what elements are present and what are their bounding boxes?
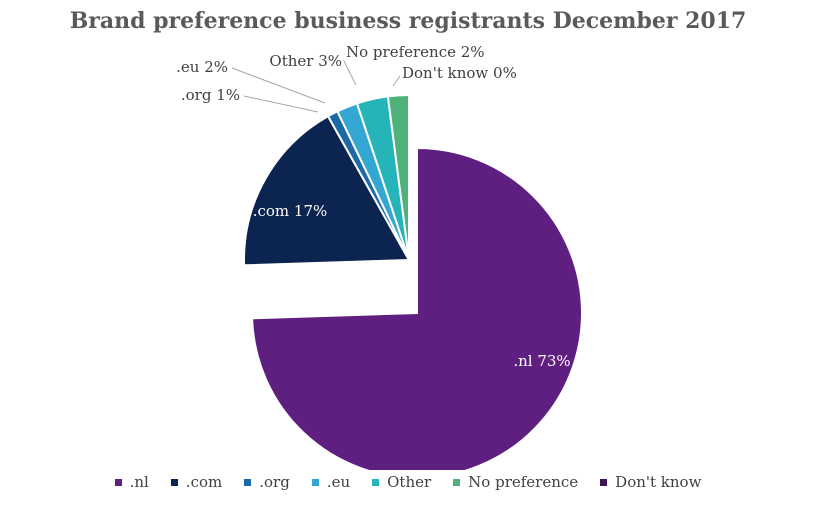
data-label-nl: .nl 73%: [513, 352, 570, 370]
legend-item-dont-know: Don't know: [600, 473, 701, 491]
legend-swatch-dont-know: [600, 478, 608, 486]
data-label-other: Other 3%: [269, 52, 342, 70]
legend-item-nl: .nl: [114, 473, 149, 491]
legend-swatch-no-preference: [453, 478, 461, 486]
legend-label-other: Other: [387, 473, 432, 491]
data-label-org: .org 1%: [181, 86, 240, 104]
legend: .nl .com .org .eu Other No preference Don't kn…: [0, 470, 816, 494]
legend-swatch-eu: [311, 478, 319, 486]
chart-title: Brand preference business registrants De…: [69, 8, 747, 34]
data-label-com: .com 17%: [253, 202, 328, 220]
data-label-eu: .eu 2%: [176, 58, 228, 76]
legend-label-dont-know: Don't know: [615, 473, 702, 491]
legend-item-com: .com: [170, 473, 223, 491]
pie-slice-com: [243, 114, 411, 267]
legend-item-eu: .eu: [311, 473, 351, 491]
legend-label-nl: .nl: [129, 473, 149, 491]
legend-item-other: Other: [372, 473, 431, 491]
legend-label-com: .com: [185, 473, 223, 491]
leader-line-eu: [231, 67, 326, 104]
legend-label-eu: .eu: [326, 473, 351, 491]
legend-swatch-other: [372, 478, 380, 486]
leader-line-org: [243, 95, 319, 113]
legend-swatch-nl: [114, 478, 122, 486]
leader-line-other: [343, 60, 357, 86]
legend-item-no-preference: No preference: [453, 473, 578, 491]
legend-swatch-com: [170, 478, 178, 486]
legend-label-no-preference: No preference: [468, 473, 579, 491]
data-label-dont-know: Don't know 0%: [402, 64, 517, 82]
legend-label-org: .org: [259, 473, 290, 491]
pie-chart: .nl 73% .com 17% .org 1% .eu 2% Other 3% No p…: [176, 43, 583, 470]
legend-swatch-org: [244, 478, 252, 486]
leader-line-dont-know: [392, 75, 401, 87]
legend-item-org: .org: [244, 473, 290, 491]
pie-slice-nl: [251, 146, 583, 470]
data-label-no-preference: No preference 2%: [346, 43, 485, 61]
